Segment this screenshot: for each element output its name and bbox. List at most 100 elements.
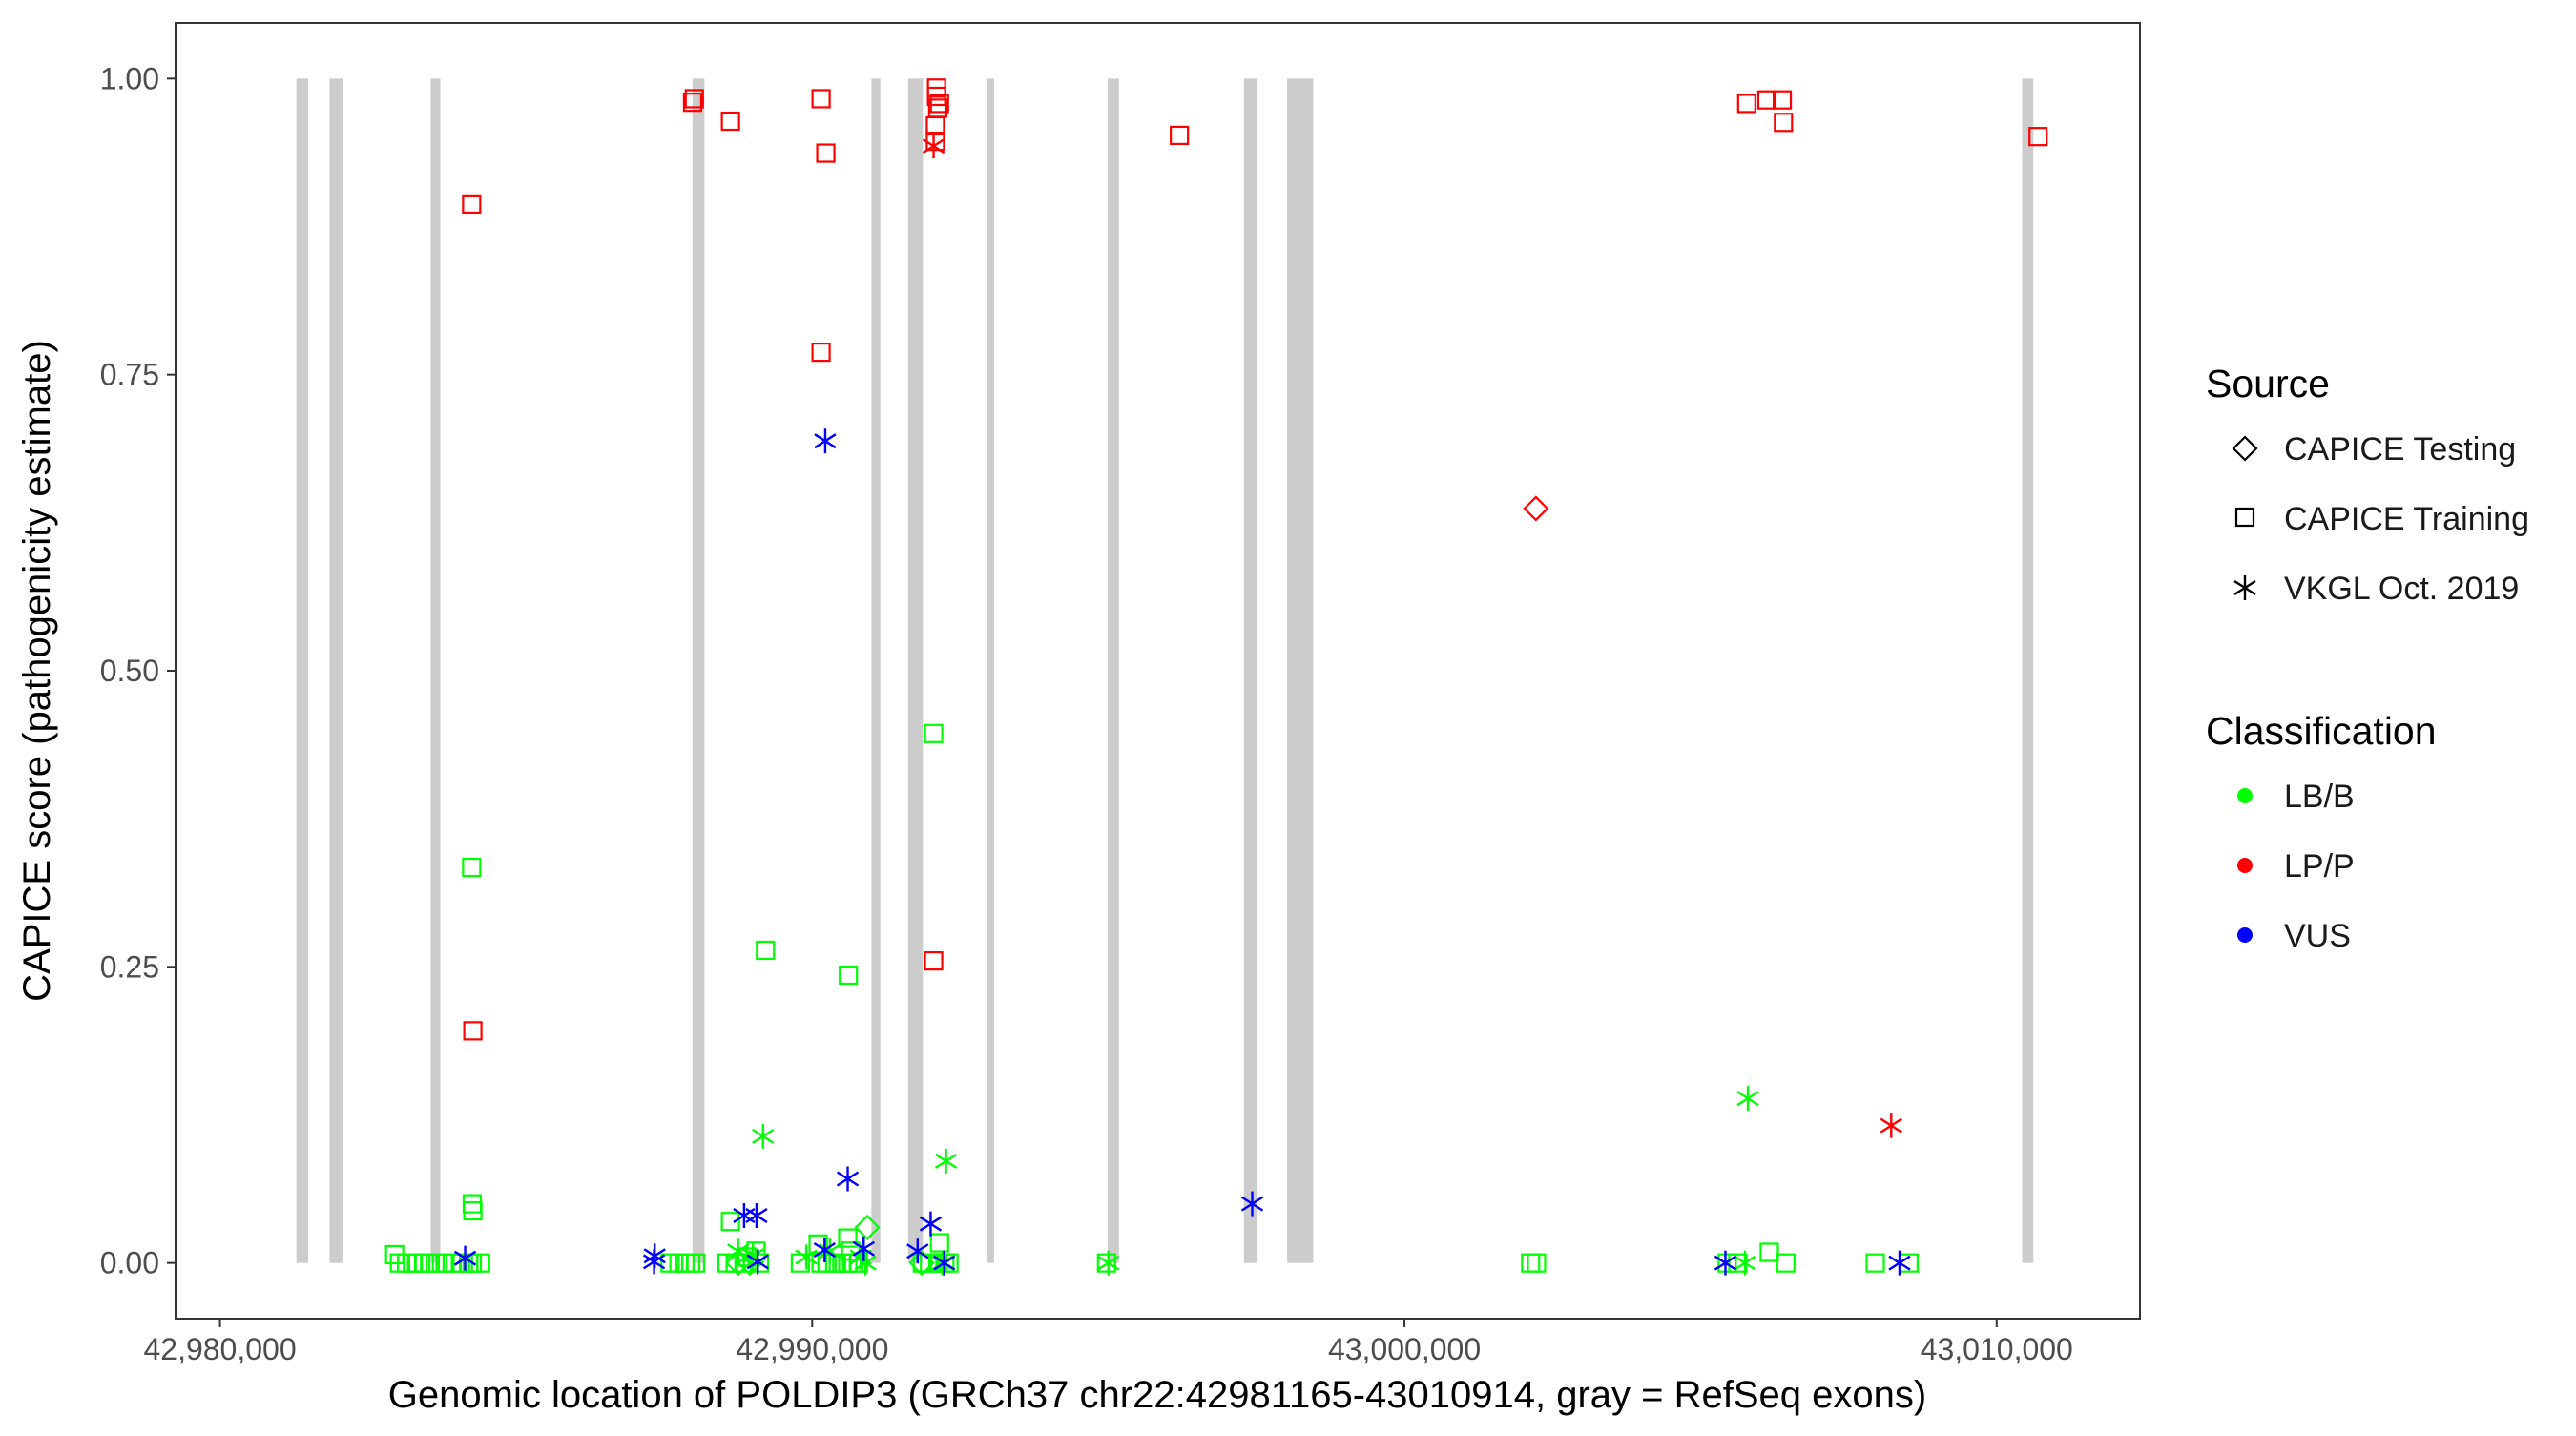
exon-band bbox=[329, 78, 343, 1263]
data-point bbox=[836, 1166, 860, 1192]
data-point bbox=[816, 143, 836, 163]
data-point bbox=[839, 965, 859, 986]
y-axis-title: CAPICE score (pathogenicity estimate) bbox=[16, 340, 58, 1002]
data-point bbox=[1523, 495, 1549, 522]
x-tick-label: 43,000,000 bbox=[1328, 1332, 1481, 1366]
data-point bbox=[1772, 90, 1793, 110]
data-point bbox=[463, 1021, 483, 1041]
legend-classification-title: Classification bbox=[2206, 709, 2437, 753]
legend-key-lpp bbox=[2237, 858, 2253, 873]
asterisk-icon bbox=[2233, 575, 2256, 600]
data-point bbox=[1756, 90, 1777, 110]
exon-band bbox=[1243, 78, 1258, 1263]
data-point bbox=[1714, 1250, 1737, 1276]
data-point bbox=[1096, 1253, 1116, 1273]
panel-background bbox=[176, 23, 2140, 1319]
x-axis: 42,980,000 42,990,000 43,000,000 43,010,000 bbox=[143, 1319, 2073, 1366]
legend-item-capice-training: CAPICE Training bbox=[2234, 501, 2529, 537]
data-point bbox=[1734, 1250, 1756, 1276]
data-point bbox=[642, 1249, 666, 1275]
data-point bbox=[1888, 1250, 1911, 1276]
data-point bbox=[756, 940, 776, 961]
data-point bbox=[934, 1148, 958, 1174]
data-point bbox=[685, 1253, 706, 1273]
data-point bbox=[1865, 1253, 1885, 1273]
exon-band bbox=[987, 78, 994, 1263]
data-point bbox=[453, 1245, 477, 1271]
data-point bbox=[838, 1228, 858, 1248]
data-point bbox=[854, 1214, 881, 1240]
data-point bbox=[684, 89, 704, 109]
data-point bbox=[1717, 1253, 1737, 1273]
y-tick-label: 0.50 bbox=[100, 654, 159, 688]
data-point bbox=[462, 857, 482, 878]
data-point bbox=[752, 1123, 775, 1149]
data-point bbox=[811, 89, 831, 109]
data-point bbox=[463, 1200, 483, 1221]
data-point bbox=[906, 1238, 929, 1264]
legend-label-lbb: LB/B bbox=[2284, 779, 2355, 815]
data-point bbox=[1097, 1250, 1120, 1276]
legend-label-vkgl: VKGL Oct. 2019 bbox=[2284, 571, 2519, 607]
exon-band bbox=[1287, 78, 1314, 1263]
legend-label-vus: VUS bbox=[2284, 918, 2351, 954]
legend: Source CAPICE Testing CAPICE Training VK… bbox=[2206, 362, 2529, 954]
legend-key-vus bbox=[2237, 927, 2253, 943]
data-point bbox=[852, 1236, 875, 1261]
diamond-icon bbox=[2232, 435, 2258, 462]
data-point bbox=[1240, 1191, 1264, 1217]
data-point bbox=[1736, 94, 1756, 114]
x-tick-label: 42,980,000 bbox=[143, 1332, 296, 1366]
exon-band bbox=[2022, 78, 2034, 1263]
x-tick-label: 42,990,000 bbox=[736, 1332, 888, 1366]
exon-band bbox=[692, 78, 705, 1263]
data-point bbox=[727, 1238, 750, 1264]
data-point bbox=[1736, 1086, 1759, 1112]
legend-source-title: Source bbox=[2206, 362, 2330, 406]
data-point bbox=[925, 115, 945, 136]
square-icon bbox=[2234, 507, 2255, 528]
data-point bbox=[1774, 113, 1794, 133]
data-point bbox=[720, 1212, 740, 1232]
data-point bbox=[813, 1238, 836, 1263]
data-point bbox=[908, 1250, 935, 1277]
y-tick-label: 1.00 bbox=[100, 61, 159, 95]
exon-band bbox=[430, 78, 441, 1263]
x-tick-label: 43,010,000 bbox=[1921, 1332, 2073, 1366]
data-point bbox=[929, 94, 949, 114]
data-point bbox=[745, 1203, 768, 1229]
data-point bbox=[682, 93, 703, 113]
legend-label-capice-testing: CAPICE Testing bbox=[2284, 431, 2516, 468]
data-point bbox=[933, 1250, 956, 1276]
legend-key-lbb bbox=[2237, 788, 2253, 803]
data-point bbox=[926, 86, 946, 107]
data-point bbox=[924, 723, 944, 743]
legend-item-vkgl: VKGL Oct. 2019 bbox=[2233, 571, 2519, 607]
data-point bbox=[1170, 125, 1190, 146]
exon-band bbox=[907, 78, 924, 1263]
data-point bbox=[2028, 127, 2048, 147]
y-axis: 0.00 0.25 0.50 0.75 1.00 bbox=[100, 61, 176, 1280]
data-point bbox=[1759, 1242, 1779, 1262]
data-points bbox=[384, 78, 2048, 1277]
legend-item-capice-testing: CAPICE Testing bbox=[2232, 431, 2516, 468]
data-point bbox=[1527, 1253, 1547, 1273]
legend-item-vus: VUS bbox=[2237, 918, 2351, 954]
y-tick-label: 0.75 bbox=[100, 358, 159, 392]
x-axis-title: Genomic location of POLDIP3 (GRCh37 chr2… bbox=[388, 1374, 1926, 1416]
y-tick-label: 0.25 bbox=[100, 949, 159, 984]
exon-bands bbox=[296, 78, 2034, 1263]
exon-band bbox=[296, 78, 309, 1263]
data-point bbox=[814, 428, 837, 454]
data-point bbox=[808, 1234, 828, 1254]
data-point bbox=[1880, 1113, 1902, 1138]
data-point bbox=[746, 1249, 769, 1275]
data-point bbox=[819, 1238, 841, 1264]
legend-item-lbb: LB/B bbox=[2237, 779, 2355, 815]
data-point bbox=[462, 194, 482, 215]
exon-band bbox=[1108, 78, 1119, 1263]
data-point bbox=[720, 111, 740, 132]
data-point bbox=[919, 1211, 943, 1237]
